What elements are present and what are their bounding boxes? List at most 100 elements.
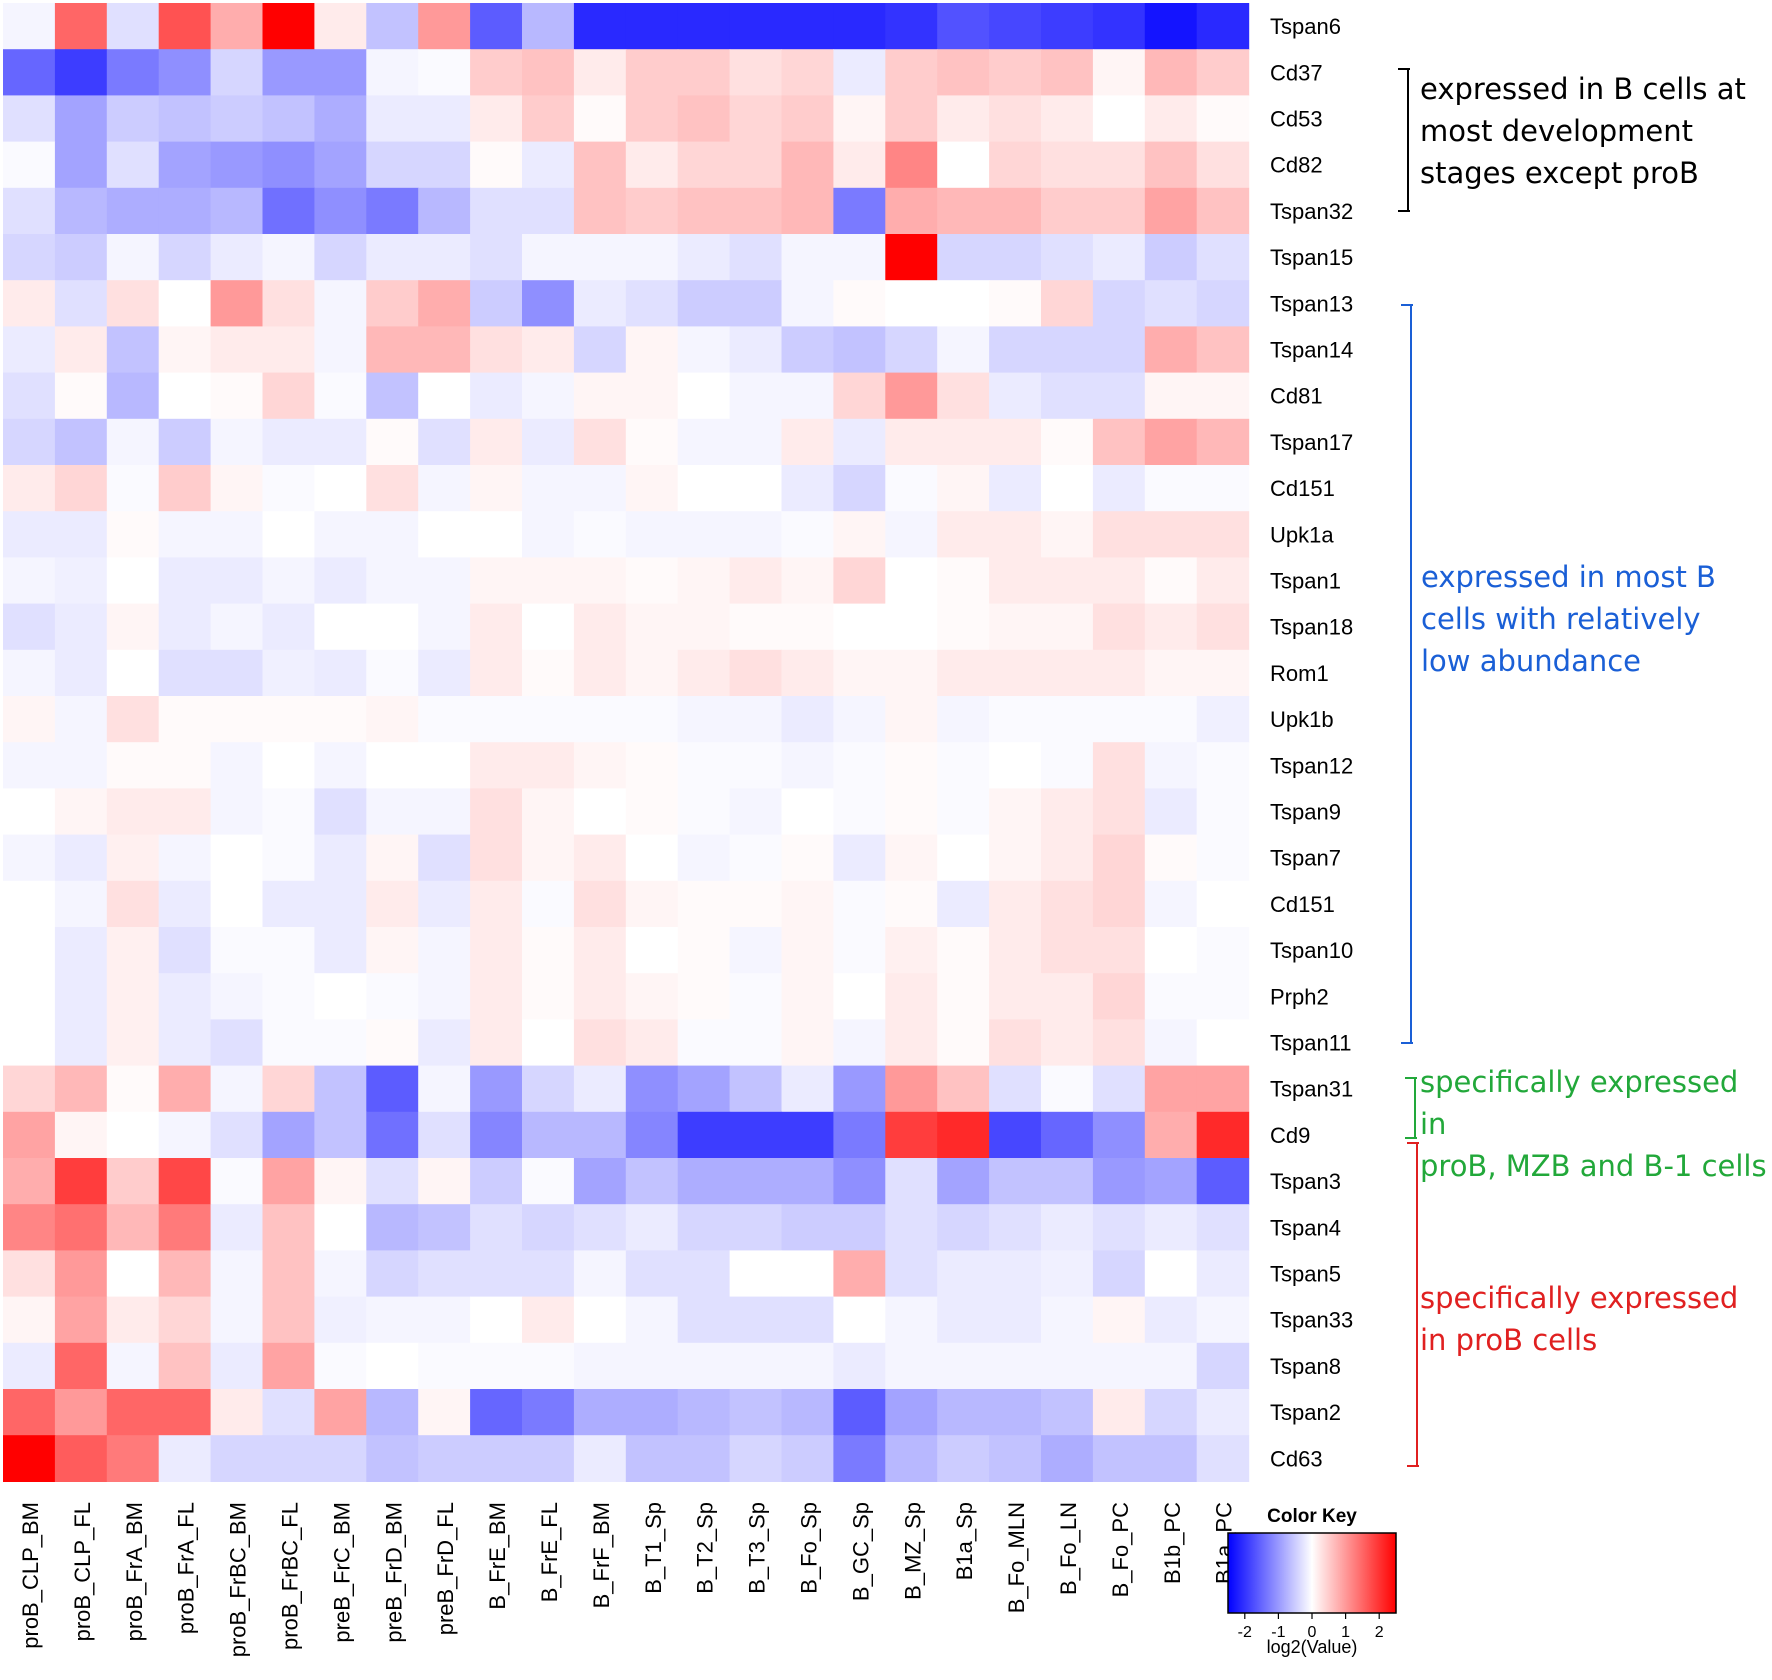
heatmap-cell-tspan14-prob_clp_bm [3, 326, 56, 374]
heatmap-cell-tspan10-b_gc_sp [833, 927, 886, 974]
heatmap-cell-upk1b-b_frf_bm [573, 696, 627, 743]
heatmap-cell-cd53-b_t2_sp [677, 95, 731, 143]
row-label-tspan7: Tspan7 [1270, 846, 1341, 871]
heatmap-cell-cd151-b_fo_sp [781, 880, 834, 928]
heatmap-cell-tspan1-prob_fra_fl [158, 557, 212, 605]
heatmap-cell-tspan1-b_gc_sp [833, 557, 886, 605]
heatmap-cell-tspan4-prob_frbc_fl [262, 1204, 315, 1251]
heatmap-cell-cd81-b_fre_fl [522, 372, 575, 420]
heatmap-cell-prph2-preb_frd_fl [418, 973, 471, 1020]
heatmap-cell-cd151-b_frf_bm [573, 465, 627, 512]
heatmap-cell-tspan18-b_frf_bm [573, 603, 627, 651]
heatmap-cell-rom1-preb_frd_fl [418, 649, 471, 697]
heatmap-cell-cd53-prob_frbc_bm [210, 95, 264, 143]
heatmap-cell-tspan18-b_gc_sp [833, 603, 886, 651]
heatmap-cell-tspan2-b_t2_sp [677, 1389, 731, 1436]
heatmap-cell-upk1b-b_t1_sp [625, 696, 679, 743]
heatmap-cell-tspan3-b_t2_sp [677, 1158, 731, 1205]
heatmap-cell-tspan6-b_fo_sp [781, 3, 834, 50]
heatmap-cell-rom1-preb_frc_bm [314, 649, 367, 697]
heatmap-cell-tspan2-b1a_sp [937, 1389, 990, 1436]
heatmap-cell-tspan5-b_t1_sp [625, 1250, 679, 1298]
heatmap-cell-cd37-prob_fra_bm [106, 49, 160, 96]
heatmap-cell-tspan4-b1a_pc [1196, 1204, 1250, 1251]
heatmap-cell-tspan3-b_frf_bm [573, 1158, 627, 1205]
heatmap-cell-cd37-b_t1_sp [625, 49, 679, 96]
heatmap-cell-tspan1-b_mz_sp [885, 557, 938, 605]
row-label-tspan3: Tspan3 [1270, 1169, 1341, 1194]
heatmap-cell-cd82-prob_frbc_fl [262, 141, 315, 189]
heatmap-cell-tspan3-b1b_pc [1144, 1158, 1198, 1205]
heatmap-cell-cd53-b1a_sp [937, 95, 990, 143]
heatmap-cell-tspan2-b_t3_sp [729, 1389, 783, 1436]
heatmap-cell-tspan13-prob_fra_bm [106, 280, 160, 327]
heatmap-cell-cd151-b_fo_ln [1041, 465, 1094, 512]
heatmap-cell-tspan6-b_frf_bm [573, 3, 627, 50]
heatmap-cell-tspan5-b_fo_mln [989, 1250, 1042, 1298]
heatmap-cell-cd151-b1a_pc [1196, 880, 1250, 928]
heatmap-cell-tspan5-b_t2_sp [677, 1250, 731, 1298]
heatmap-cell-tspan4-b_fre_bm [470, 1204, 523, 1251]
heatmap-cell-cd63-b_mz_sp [885, 1435, 938, 1482]
heatmap-cell-tspan6-b_t2_sp [677, 3, 731, 50]
column-label-b_fo_sp: B_Fo_Sp [796, 1502, 821, 1594]
heatmap-cell-tspan8-b_fre_fl [522, 1342, 575, 1390]
heatmap-cell-prph2-prob_clp_fl [54, 973, 108, 1020]
heatmap-cell-rom1-b_t3_sp [729, 649, 783, 697]
heatmap-cell-tspan8-prob_frbc_fl [262, 1342, 315, 1390]
heatmap-cell-cd63-b_fre_bm [470, 1435, 523, 1482]
heatmap-cell-tspan7-prob_fra_fl [158, 834, 212, 882]
heatmap-cell-rom1-b_mz_sp [885, 649, 938, 697]
heatmap-cell-tspan17-prob_frbc_bm [210, 418, 264, 466]
heatmap-cell-cd151-prob_clp_fl [54, 465, 108, 512]
heatmap-cell-tspan14-b_fo_pc [1092, 326, 1146, 374]
heatmap-cell-tspan1-b_t3_sp [729, 557, 783, 605]
heatmap-cell-tspan10-b_fre_bm [470, 927, 523, 974]
heatmap-cell-tspan32-b_fo_sp [781, 187, 834, 235]
heatmap-cell-tspan33-preb_frd_fl [418, 1296, 471, 1344]
heatmap-cell-cd82-b1a_pc [1196, 141, 1250, 189]
heatmap-cell-tspan17-b1b_pc [1144, 418, 1198, 466]
row-labels: Tspan6 Cd37 Cd53 Cd82 Tspan32 Tspan15 Tspan13 T… [1270, 14, 1353, 1471]
heatmap-cell-cd37-b_mz_sp [885, 49, 938, 96]
heatmap-cell-tspan31-b_frf_bm [573, 1065, 627, 1113]
heatmap-cell-tspan10-b_frf_bm [573, 927, 627, 974]
heatmap-cell-cd53-prob_fra_fl [158, 95, 212, 143]
heatmap-cell-tspan10-b1a_sp [937, 927, 990, 974]
heatmap-cell-tspan31-b1a_sp [937, 1065, 990, 1113]
heatmap-cell-tspan17-b_fo_pc [1092, 418, 1146, 466]
heatmap-cell-cd63-b1b_pc [1144, 1435, 1198, 1482]
heatmap-cell-cd81-preb_frd_bm [366, 372, 419, 420]
heatmap-cell-tspan4-prob_frbc_bm [210, 1204, 264, 1251]
heatmap-cell-rom1-b_fo_ln [1041, 649, 1094, 697]
heatmap-cell-tspan32-b_t1_sp [625, 187, 679, 235]
heatmap-cell-tspan9-prob_fra_bm [106, 788, 160, 836]
heatmap-cell-cd9-prob_frbc_fl [262, 1111, 315, 1159]
column-label-preb_frd_bm: preB_FrD_BM [381, 1502, 406, 1643]
heatmap-cell-prph2-b_fo_pc [1092, 973, 1146, 1020]
heatmap-cell-tspan13-prob_frbc_fl [262, 280, 315, 327]
heatmap-cell-tspan7-prob_clp_fl [54, 834, 108, 882]
heatmap-cell-tspan5-b_fo_sp [781, 1250, 834, 1298]
heatmap-cell-upk1a-b_mz_sp [885, 511, 938, 558]
heatmap-cell-tspan5-b1a_sp [937, 1250, 990, 1298]
heatmap-cell-cd151-prob_fra_bm [106, 465, 160, 512]
heatmap-cell-tspan12-preb_frd_bm [366, 742, 419, 789]
heatmap-cell-tspan8-b_t1_sp [625, 1342, 679, 1390]
heatmap-cell-tspan4-prob_fra_fl [158, 1204, 212, 1251]
heatmap-cell-tspan13-b_t3_sp [729, 280, 783, 327]
heatmap-cell-tspan5-b1a_pc [1196, 1250, 1250, 1298]
heatmap-cell-tspan3-prob_frbc_bm [210, 1158, 264, 1205]
heatmap-cell-cd63-prob_clp_bm [3, 1435, 56, 1482]
heatmap-cell-tspan12-b_fo_sp [781, 742, 834, 789]
row-label-tspan32: Tspan32 [1270, 199, 1353, 224]
heatmap-cell-upk1a-preb_frd_bm [366, 511, 419, 558]
heatmap-cell-tspan11-b_t1_sp [625, 1019, 679, 1067]
heatmap-cell-tspan3-b1a_pc [1196, 1158, 1250, 1205]
heatmap-cell-cd151-b_fo_ln [1041, 880, 1094, 928]
heatmap-cell-tspan33-b_t2_sp [677, 1296, 731, 1344]
heatmap-cell-tspan12-b_t2_sp [677, 742, 731, 789]
heatmap-cell-tspan32-b_frf_bm [573, 187, 627, 235]
heatmap-cell-upk1b-b1a_pc [1196, 696, 1250, 743]
heatmap-cell-cd151-prob_frbc_fl [262, 880, 315, 928]
